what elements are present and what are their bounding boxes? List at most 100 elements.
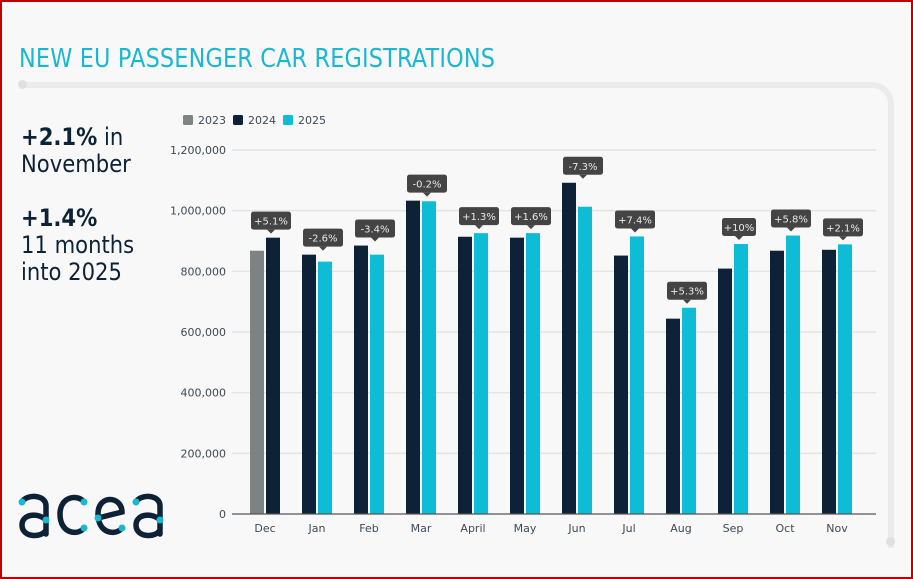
annotation-box: [407, 174, 447, 193]
annotation-box: [563, 156, 603, 175]
annotation-label: +5.3%: [670, 287, 704, 298]
annotation-pointer: [475, 225, 483, 230]
annotation-pointer: [527, 225, 535, 230]
kpi-ytd-label-1: 11 months: [21, 231, 135, 259]
bar-2024-jun: [562, 182, 576, 514]
annotation-jan: -2.6%: [303, 228, 343, 251]
annotation-oct: +5.8%: [771, 209, 811, 232]
annotation-label: +7.4%: [618, 215, 652, 226]
x-tick-label: Oct: [775, 522, 795, 535]
annotation-box: [355, 219, 395, 238]
annotation-dec: +5.1%: [251, 211, 291, 234]
bar-2024-sep: [718, 268, 732, 514]
annotation-pointer: [839, 236, 847, 241]
annotation-label: +1.3%: [462, 212, 496, 223]
y-tick-label: 600,000: [181, 326, 227, 339]
acea-logo-icon: [18, 493, 164, 539]
chart-title: NEW EU PASSENGER CAR REGISTRATIONS: [19, 44, 496, 74]
legend-label-2024: 2024: [248, 114, 276, 127]
annotation-label: -3.4%: [360, 225, 389, 236]
annotation-pointer: [579, 174, 587, 179]
annotation-sep: +10%: [722, 218, 756, 241]
legend-swatch-2023: [183, 115, 193, 125]
annotation-pointer: [683, 299, 691, 304]
annotation-jul: +7.4%: [615, 210, 655, 233]
annotation-box: [667, 281, 707, 300]
card-corner-dot: [886, 537, 895, 546]
kpi-ytd-value: +1.4%: [21, 204, 98, 232]
annotation-box: [823, 218, 863, 237]
bar-2025-april: [474, 233, 488, 514]
annotation-aug: +5.3%: [667, 281, 707, 304]
y-tick-label: 0: [219, 508, 226, 521]
annotation-pointer: [267, 229, 275, 234]
bar-2024-nov: [822, 249, 836, 514]
legend-swatch-2025: [283, 115, 293, 125]
annotation-mar: -0.2%: [407, 174, 447, 197]
annotation-jun: -7.3%: [563, 156, 603, 179]
annotation-box: [771, 209, 811, 228]
x-tick-label: Aug: [670, 522, 691, 535]
annotation-box: [511, 207, 551, 226]
card-corner-dot: [18, 80, 27, 89]
annotation-label: -0.2%: [412, 180, 441, 191]
annotation-label: -7.3%: [568, 162, 597, 173]
annotation-box: [459, 207, 499, 226]
x-tick-label: Jun: [567, 522, 585, 535]
y-tick-label: 200,000: [181, 447, 227, 460]
annotation-feb: -3.4%: [355, 219, 395, 242]
annotation-label: +1.6%: [514, 212, 548, 223]
x-tick-label: April: [460, 522, 485, 535]
legend: 2023 2024 2025: [183, 114, 326, 127]
y-tick-label: 1,200,000: [170, 144, 226, 157]
kpi-ytd-label-2: into 2025: [21, 258, 122, 286]
annotation-pointer: [787, 227, 795, 232]
annotation-label: -2.6%: [308, 234, 337, 245]
y-tick-label: 800,000: [181, 265, 227, 278]
bar-2024-jan: [302, 254, 316, 514]
legend-label-2023: 2023: [198, 114, 226, 127]
annotation-box: [303, 228, 343, 247]
annotation-april: +1.3%: [459, 207, 499, 230]
annotation-pointer: [319, 246, 327, 251]
bar-2024-jul: [614, 255, 628, 514]
y-axis-ticks: 0 200,000 400,000 600,000 800,000 1,000,000 1,…: [170, 144, 226, 521]
annotation-label: +5.8%: [774, 215, 808, 226]
bar-2025-nov: [838, 244, 852, 514]
kpi-november: +2.1% in November: [21, 124, 131, 178]
x-tick-label: Dec: [254, 522, 275, 535]
y-tick-label: 1,000,000: [170, 205, 226, 218]
bar-2025-sep: [734, 244, 748, 515]
bar-2024-mar: [406, 200, 420, 514]
acea-logo: [18, 490, 168, 555]
kpi-ytd: +1.4% 11 months into 2025: [21, 205, 134, 286]
annotation-pointer: [423, 192, 431, 197]
annotation-pointer: [631, 228, 639, 233]
annotation-box: [615, 210, 655, 229]
x-tick-label: May: [514, 522, 537, 535]
bar-2024-aug: [666, 318, 680, 514]
annotation-box: [722, 218, 756, 237]
annotations: +5.1% -2.6% -3.4% -0.2% +1.3% +1.6% -7.3% +7.4%…: [251, 156, 863, 304]
x-tick-label: Mar: [411, 522, 432, 535]
bar-2025-may: [526, 233, 540, 514]
x-axis: Dec Jan Feb Mar April May Jun Jul Aug Sep Oct Nov: [232, 513, 876, 535]
x-tick-label: Jan: [308, 522, 326, 535]
card-border: [20, 82, 894, 548]
bar-2024-dec: [266, 237, 280, 514]
bar-2024-april: [458, 236, 472, 514]
bar-2025-jul: [630, 236, 644, 514]
kpi-november-suffix: in: [97, 123, 124, 151]
annotation-label: +2.1%: [826, 223, 860, 234]
bar-2025-mar: [422, 201, 436, 514]
annotation-label: +10%: [724, 223, 755, 234]
y-tick-label: 400,000: [181, 387, 227, 400]
bar-2025-oct: [786, 235, 800, 515]
bar-2024-oct: [770, 250, 784, 514]
annotation-may: +1.6%: [511, 207, 551, 230]
bar-2024-may: [510, 237, 524, 514]
annotation-pointer: [735, 236, 743, 241]
x-tick-label: Sep: [723, 522, 744, 535]
annotation-nov: +2.1%: [823, 218, 863, 241]
